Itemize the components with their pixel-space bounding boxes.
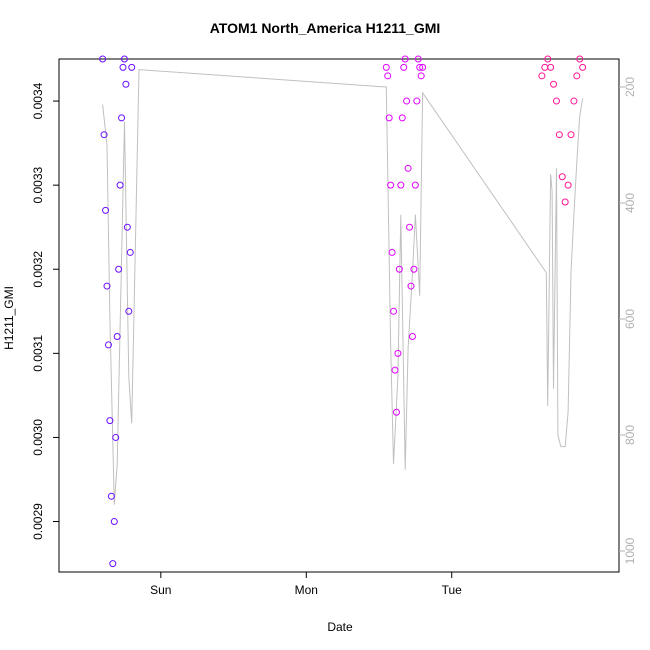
data-point: [391, 366, 399, 374]
data-point: [382, 63, 390, 71]
data-point: [576, 55, 584, 63]
data-point: [403, 97, 411, 105]
data-point: [561, 198, 569, 206]
data-point: [407, 282, 415, 290]
y2-tick-label: 800: [623, 425, 637, 445]
data-point: [106, 417, 114, 425]
data-point: [416, 63, 424, 71]
y2-tick-label: 400: [623, 193, 637, 213]
y2-tick-label: 200: [623, 77, 637, 97]
data-point: [547, 63, 555, 71]
data-point: [388, 248, 396, 256]
data-point: [411, 181, 419, 189]
data-point: [579, 63, 587, 71]
data-point: [413, 97, 421, 105]
data-point: [122, 80, 130, 88]
data-point: [550, 80, 558, 88]
y2-tick-label: 1000: [623, 537, 637, 564]
x-axis-label: Date: [327, 620, 353, 634]
y-tick-label: 0.0030: [31, 419, 45, 456]
y-tick-label: 0.0029: [31, 503, 45, 540]
x-tick-label: Tue: [442, 583, 463, 597]
data-point: [395, 265, 403, 273]
data-point: [544, 55, 552, 63]
data-point: [120, 55, 128, 63]
y-tick-label: 0.0032: [31, 251, 45, 288]
data-point: [392, 408, 400, 416]
data-point: [394, 349, 402, 357]
data-point: [419, 63, 427, 71]
data-point: [401, 55, 409, 63]
data-point: [104, 341, 112, 349]
data-point: [102, 206, 110, 214]
data-point: [385, 114, 393, 122]
axis-layer: Sun Mon Tue 0.0029 0.0030 0.0031 0.0032 0.0033 0…: [31, 77, 637, 597]
data-point: [384, 72, 392, 80]
x-tick-label: Sun: [150, 583, 171, 597]
data-point: [567, 131, 575, 139]
y-tick-label: 0.0033: [31, 166, 45, 203]
data-point: [118, 114, 126, 122]
data-point: [390, 307, 398, 315]
data-point: [400, 63, 408, 71]
y2-tick-label: 600: [623, 309, 637, 329]
data-point: [541, 63, 549, 71]
data-point: [414, 55, 422, 63]
x-tick-label: Mon: [295, 583, 318, 597]
chart-title: ATOM1 North_America H1211_GMI: [209, 20, 441, 36]
y-tick-label: 0.0034: [31, 82, 45, 119]
data-point: [128, 63, 136, 71]
data-point: [99, 55, 107, 63]
data-point: [408, 333, 416, 341]
data-point: [570, 97, 578, 105]
data-point: [538, 72, 546, 80]
pressure-line: [102, 69, 584, 505]
data-point: [126, 248, 134, 256]
data-point: [397, 181, 405, 189]
data-point: [387, 181, 395, 189]
y-tick-label: 0.0031: [31, 335, 45, 372]
data-point: [398, 114, 406, 122]
data-point: [410, 265, 418, 273]
data-point: [110, 518, 118, 526]
data-point: [116, 181, 124, 189]
data-point: [112, 433, 120, 441]
data-point: [109, 560, 117, 568]
data-point: [555, 131, 563, 139]
data-point: [107, 492, 115, 500]
data-point: [552, 97, 560, 105]
data-point: [115, 265, 123, 273]
data-point: [103, 282, 111, 290]
data-point: [100, 131, 108, 139]
data-point: [564, 181, 572, 189]
data-point: [417, 72, 425, 80]
points-layer: [99, 55, 587, 568]
data-point: [119, 63, 127, 71]
data-point: [113, 333, 121, 341]
data-point: [406, 223, 414, 231]
plot-frame: [58, 58, 620, 573]
data-point: [123, 223, 131, 231]
data-point: [125, 307, 133, 315]
data-point: [558, 173, 566, 181]
data-point: [404, 164, 412, 172]
data-point: [573, 72, 581, 80]
pressure-line-layer: [102, 69, 584, 505]
